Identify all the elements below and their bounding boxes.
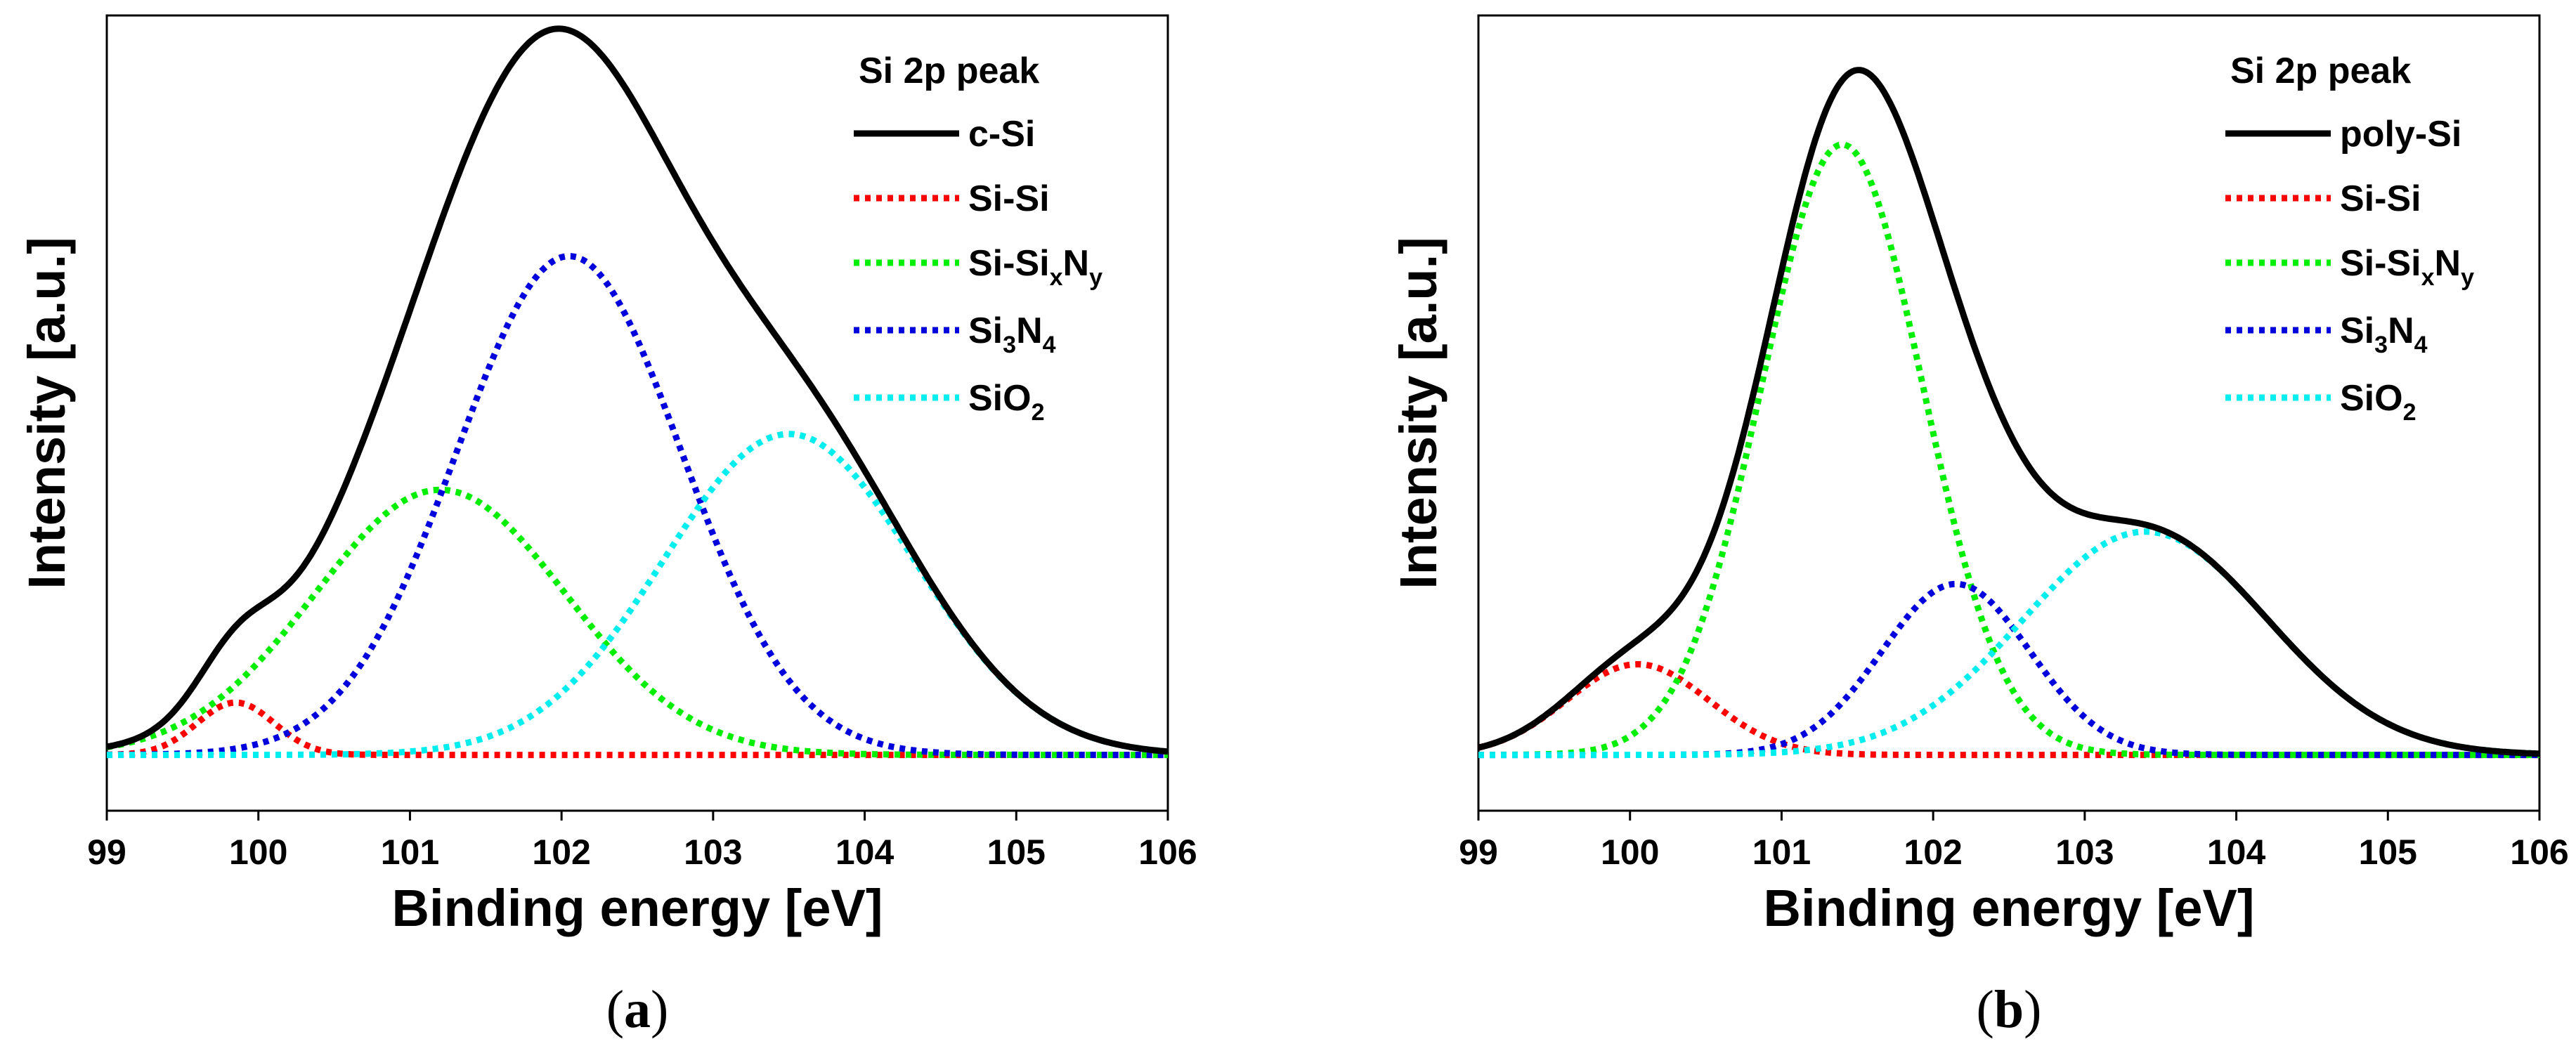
x-axis-label: Binding energy [eV] — [392, 879, 883, 937]
chart-panel-b: 99 100 101 102 103 104 105 106 Intensity [a.u.]… — [1389, 14, 2569, 1039]
panel-label-b: (b) — [1977, 980, 2042, 1039]
series-layer — [106, 25, 1169, 759]
legend-title: Si 2p peak — [859, 51, 1039, 91]
x-ticks: 99 100 101 102 103 104 105 106 — [1459, 811, 2569, 872]
x-tick-label: 106 — [2510, 832, 2568, 872]
x-tick-label: 100 — [229, 832, 287, 872]
x-tick-label: 103 — [2055, 832, 2114, 872]
x-tick-label: 99 — [1459, 832, 1498, 872]
legend-entry-si-sixny: Si-SixNy — [968, 243, 1102, 291]
series-layer — [1477, 67, 2540, 759]
x-tick-label: 104 — [835, 832, 895, 872]
legend-entry-poly-si: poly-Si — [2340, 114, 2461, 155]
series-sio2-line — [1478, 528, 2540, 759]
legend-entry-si-sixny: Si-SixNy — [2340, 243, 2474, 291]
y-axis-label: Intensity [a.u.] — [1389, 237, 1448, 589]
legend-entry-sio2: SiO2 — [2340, 378, 2416, 426]
x-tick-label: 99 — [87, 832, 126, 872]
x-tick-label: 105 — [2359, 832, 2417, 872]
legend-entry-c-si: c-Si — [968, 114, 1035, 155]
panel-label-a: (a) — [606, 980, 669, 1039]
y-axis-label: Intensity [a.u.] — [18, 237, 76, 589]
x-tick-label: 102 — [532, 832, 590, 872]
legend-title: Si 2p peak — [2230, 51, 2411, 91]
x-tick-label: 103 — [684, 832, 742, 872]
x-tick-label: 106 — [1138, 832, 1197, 872]
legend: Si 2p peak poly-Si Si-Si Si-SixNy Si3N4 … — [2225, 51, 2474, 426]
series-si3n4-line — [107, 253, 1168, 759]
series-c-si-line — [106, 25, 1169, 755]
series-si-sixny-line — [106, 486, 1168, 759]
x-tick-label: 100 — [1601, 832, 1659, 872]
series-si-si-line — [1477, 660, 2539, 759]
legend-entry-sio2: SiO2 — [968, 378, 1045, 426]
legend-entry-si-si: Si-Si — [968, 178, 1050, 219]
x-tick-label: 101 — [381, 832, 439, 872]
legend-entry-si-si: Si-Si — [2340, 178, 2421, 219]
legend-entry-si3n4: Si3N4 — [2340, 311, 2428, 358]
x-tick-label: 101 — [1752, 832, 1811, 872]
x-tick-label: 105 — [987, 832, 1046, 872]
legend-entry-si3n4: Si3N4 — [968, 311, 1056, 358]
x-tick-label: 102 — [1904, 832, 1962, 872]
series-si-sixny-line — [1478, 141, 2539, 759]
x-ticks: 99 100 101 102 103 104 105 106 — [87, 811, 1197, 872]
chart-panel-a: 99 100 101 102 103 104 105 106 Intensity [a.u.]… — [18, 14, 1197, 1039]
series-poly-si-line — [1477, 67, 2540, 757]
x-axis-label: Binding energy [eV] — [1764, 879, 2255, 937]
legend: Si 2p peak c-Si Si-Si Si-SixNy Si3N4 SiO… — [854, 51, 1102, 426]
x-tick-label: 104 — [2207, 832, 2266, 872]
